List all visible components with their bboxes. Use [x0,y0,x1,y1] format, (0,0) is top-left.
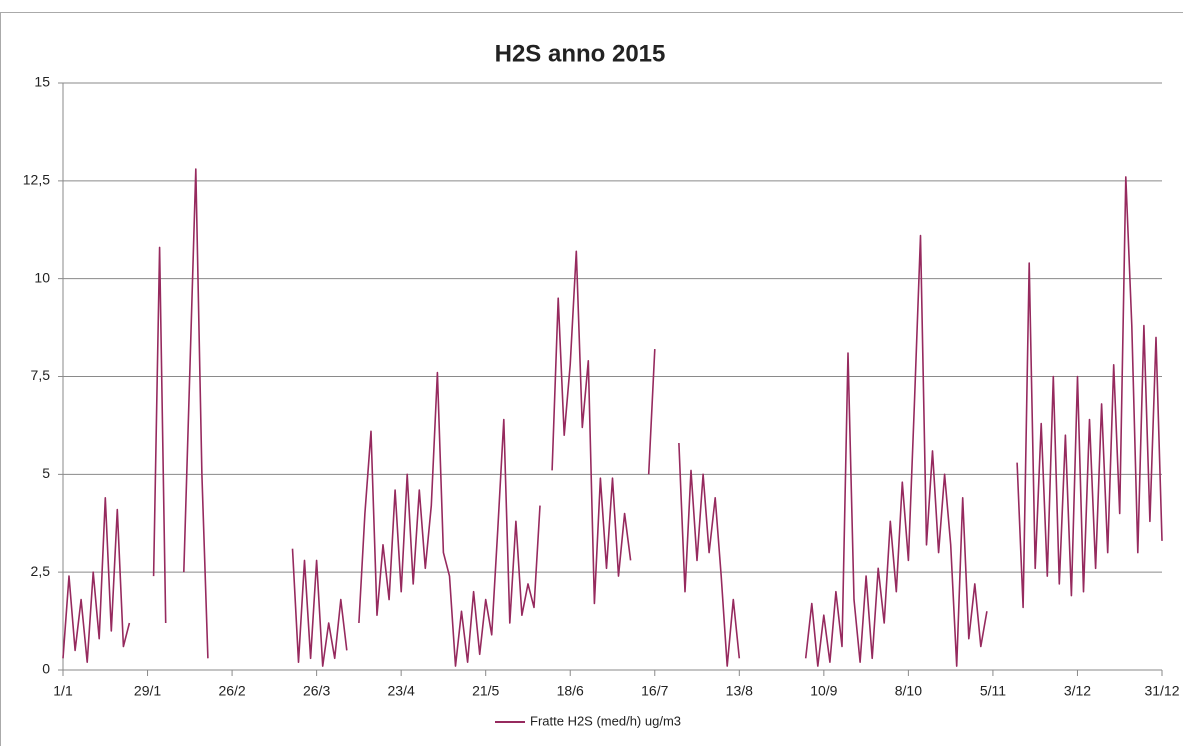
x-tick-label: 31/12 [1144,683,1179,699]
x-tick-label: 29/1 [134,683,161,699]
x-tick-label: 5/11 [980,683,1006,699]
x-tick-label: 1/1 [53,683,73,699]
x-tick-label: 13/8 [726,683,753,699]
y-tick-label: 15 [34,74,50,90]
x-tick-label: 23/4 [388,683,415,699]
x-tick-label: 10/9 [810,683,837,699]
x-tick-label: 18/6 [557,683,584,699]
y-tick-label: 10 [34,269,50,285]
x-tick-label: 3/12 [1064,683,1091,699]
x-tick-label: 26/3 [303,683,330,699]
x-tick-label: 16/7 [641,683,668,699]
x-tick-label: 8/10 [895,683,922,699]
x-tick-label: 21/5 [472,683,499,699]
y-tick-label: 5 [42,465,50,481]
x-tick-label: 26/2 [218,683,245,699]
y-tick-label: 0 [42,661,50,677]
y-tick-label: 7,5 [31,367,51,383]
data-line [62,168,1163,667]
legend-label: Fratte H2S (med/h) ug/m3 [530,713,681,728]
y-tick-label: 12,5 [23,172,50,188]
y-tick-label: 2,5 [31,563,51,579]
chart-title: H2S anno 2015 [495,40,666,67]
